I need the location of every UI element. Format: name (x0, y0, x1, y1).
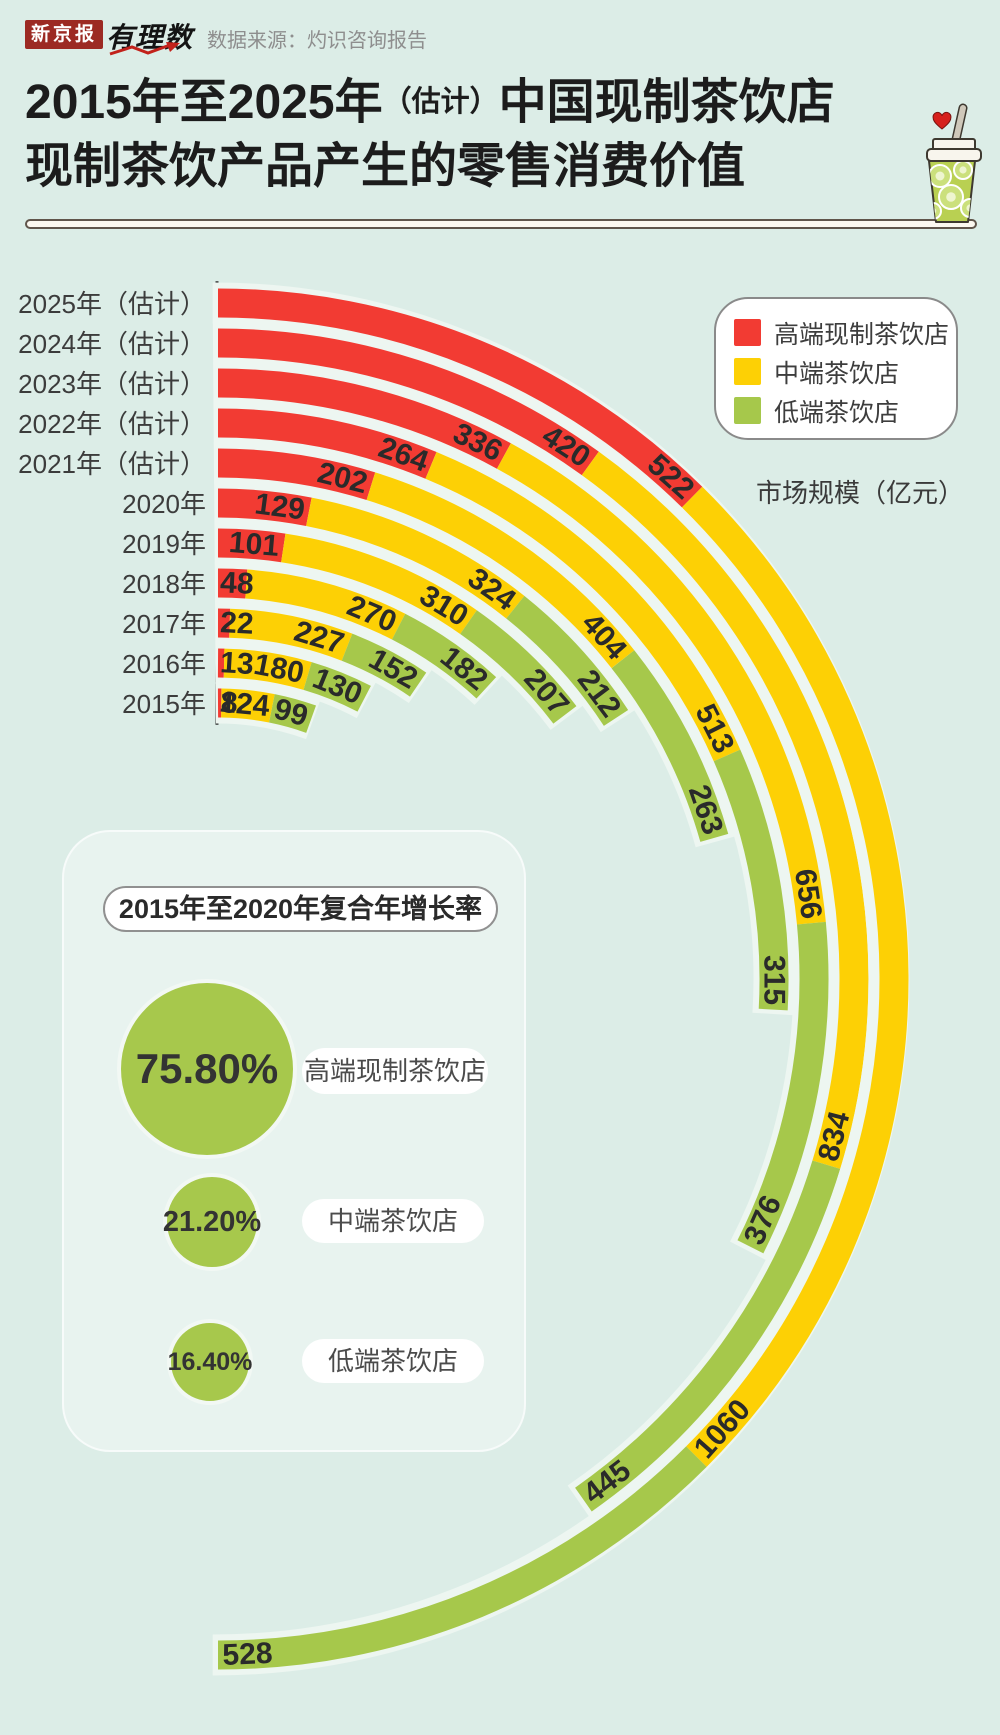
arc-2024-低端茶饮店 (575, 1160, 841, 1512)
year-label-2020: 2020年 (122, 489, 206, 519)
arc-2022-低端茶饮店 (713, 749, 789, 1011)
brand-logo-youlishu: 有理数 (106, 16, 193, 56)
unit-label: 市场规模（亿元） (755, 478, 964, 508)
year-label-2021: 2021年（估计） (18, 449, 206, 479)
arc-2025-低端茶饮店 (217, 1446, 707, 1670)
arc-2023-高端现制茶饮店 (217, 368, 511, 469)
arc-2019-高端现制茶饮店 (217, 528, 286, 563)
arc-2021-高端现制茶饮店 (217, 448, 376, 501)
title-line2: 现制茶饮产品产生的零售消费价值 (25, 140, 746, 193)
value-label-2017-高端现制茶饮店: 22 (219, 606, 254, 641)
legend-label: 高端现制茶饮店 (774, 320, 950, 349)
arc-2015-低端茶饮店 (268, 694, 317, 733)
value-label-2023-中端茶饮店: 656 (788, 867, 828, 921)
arc-2017-中端茶饮店 (229, 608, 353, 661)
value-label-2019-高端现制茶饮店: 101 (228, 526, 281, 563)
legend-item-low-end: 低端茶饮店 (734, 392, 956, 429)
year-label-2025: 2025年（估计） (18, 289, 206, 319)
arc-2022-中端茶饮店 (425, 452, 741, 762)
title-line1-suffix: 中国现制茶饮店 (498, 76, 835, 129)
arc-2025-高端现制茶饮店 (217, 288, 703, 508)
year-label-2022: 2022年（估计） (18, 409, 206, 439)
arc-2020-中端茶饮店 (306, 497, 525, 619)
cagr-title-pill: 2015年至2020年复合年增长率 (103, 886, 498, 932)
arc-2021-低端茶饮店 (611, 650, 729, 842)
arc-2022-高端现制茶饮店 (217, 408, 437, 479)
arc-2020-高端现制茶饮店 (217, 488, 312, 527)
arc-2015-中端茶饮店 (220, 688, 275, 723)
cagr-value: 21.20% (162, 1205, 262, 1238)
title-line1-paren: （估计） (382, 86, 499, 118)
arc-2024-中端茶饮店 (581, 451, 869, 1169)
value-label-2015-高端现制茶饮店: 8 (220, 686, 238, 720)
legend-swatch-low-end (734, 397, 761, 424)
title-line1-prefix: 2015年至2025年 (25, 76, 383, 129)
title-divider-rule (25, 219, 977, 229)
legend-item-mid-end: 中端茶饮店 (734, 353, 956, 390)
arc-2021-中端茶饮店 (366, 472, 635, 669)
value-label-2025-低端茶饮店: 528 (222, 1637, 273, 1672)
red-arrow-icon (109, 42, 180, 56)
arc-2023-中端茶饮店 (496, 443, 826, 925)
year-label-2019: 2019年 (122, 529, 206, 559)
arc-2019-中端茶饮店 (281, 533, 477, 635)
cagr-circle-low-end: 16.40% (167, 1319, 253, 1405)
year-label-2016: 2016年 (122, 649, 206, 679)
year-label-2023: 2023年（估计） (18, 369, 206, 399)
chart-legend: 高端现制茶饮店 中端茶饮店 低端茶饮店 (714, 297, 958, 440)
cagr-circle-mid-end: 21.20% (163, 1173, 261, 1271)
cagr-value: 16.40% (167, 1347, 253, 1376)
cagr-label-low-end: 低端茶饮店 (302, 1339, 484, 1383)
brand-logo-xinjingbao: 新京报 (25, 20, 103, 49)
legend-label: 中端茶饮店 (774, 359, 900, 388)
cagr-label-high-end: 高端现制茶饮店 (302, 1048, 488, 1094)
arc-2018-低端茶饮店 (391, 613, 497, 699)
legend-item-high-end: 高端现制茶饮店 (734, 314, 956, 351)
legend-swatch-high-end (734, 319, 761, 346)
arc-2025-中端茶饮店 (681, 486, 909, 1467)
arc-2016-中端茶饮店 (223, 648, 312, 690)
year-label-2024: 2024年（估计） (18, 329, 206, 359)
bubble-tea-cup-icon (926, 103, 982, 223)
value-label-2018-高端现制茶饮店: 48 (219, 566, 254, 601)
arc-2018-中端茶饮店 (245, 569, 406, 640)
year-label-2018: 2018年 (122, 569, 206, 599)
year-label-2017: 2017年 (122, 609, 206, 639)
arc-2020-低端茶饮店 (506, 595, 629, 726)
value-label-2016-高端现制茶饮店: 13 (219, 646, 254, 681)
arc-2019-低端茶饮店 (460, 610, 577, 724)
data-source-text: 数据来源：灼识咨询报告 (207, 30, 427, 52)
arc-2017-低端茶饮店 (341, 633, 427, 697)
page-title: 2015年至2025年（估计）中国现制茶饮店 现制茶饮产品产生的零售消费价值 (25, 74, 905, 195)
sub-brand-text: 有理数 (106, 22, 194, 53)
legend-label: 低端茶饮店 (774, 398, 900, 427)
cagr-label-mid-end: 中端茶饮店 (302, 1199, 484, 1243)
arc-2024-高端现制茶饮店 (217, 328, 599, 476)
legend-swatch-mid-end (734, 358, 761, 385)
arc-2023-低端茶饮店 (737, 921, 829, 1254)
cagr-circle-high-end: 75.80% (117, 979, 297, 1159)
year-label-2015: 2015年 (122, 689, 206, 719)
cagr-value: 75.80% (135, 1045, 279, 1092)
arc-2018-高端现制茶饮店 (217, 568, 248, 599)
value-label-2022-低端茶饮店: 315 (757, 955, 790, 1005)
value-label-2020-高端现制茶饮店: 129 (253, 487, 307, 526)
value-label-2015-中端茶饮店: 124 (218, 685, 271, 723)
arc-2016-低端茶饮店 (303, 662, 371, 712)
